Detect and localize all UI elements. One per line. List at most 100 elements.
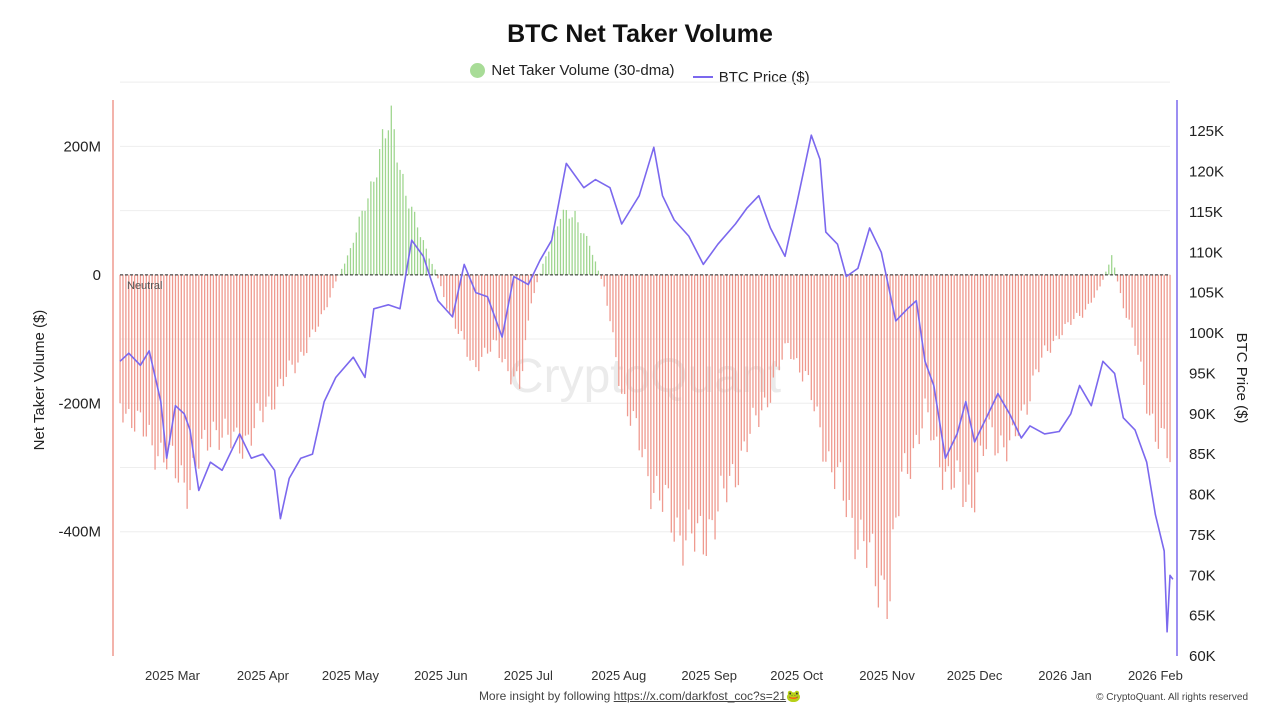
net-taker-volume-bar (798, 274, 801, 373)
net-taker-volume-bar (236, 274, 238, 428)
net-taker-volume-bar (889, 274, 891, 602)
net-taker-volume-bar (343, 263, 346, 275)
net-taker-volume-bar (326, 274, 328, 308)
net-taker-volume-bar (1131, 274, 1133, 328)
x-axis-ticks: 2025 Mar 2025 Apr 2025 May 2025 Jun 2025 Jul… (145, 668, 1183, 683)
net-taker-volume-bar (705, 274, 707, 557)
net-taker-volume-bar (621, 274, 623, 394)
net-taker-volume-bar (1043, 274, 1046, 346)
net-taker-volume-bar (615, 274, 617, 358)
net-taker-volume-bar (218, 274, 220, 450)
net-taker-volume-bar (1000, 274, 1002, 436)
net-taker-volume-bar (212, 274, 215, 422)
net-taker-volume-bar (726, 274, 728, 503)
net-taker-volume-bar (784, 274, 786, 344)
net-taker-volume-bar (384, 138, 387, 275)
net-taker-volume-bar (273, 274, 276, 410)
net-taker-volume-bar (282, 274, 285, 387)
net-taker-volume-bar (816, 274, 818, 407)
net-taker-volume-bar (1105, 271, 1107, 275)
net-taker-volume-bar (591, 254, 594, 275)
net-taker-volume-bar (553, 229, 556, 275)
left-y-tick-label: -200M (58, 395, 101, 412)
net-taker-volume-bar (842, 274, 845, 501)
net-taker-volume-bar (1137, 274, 1139, 355)
net-taker-volume-bar (769, 274, 772, 403)
net-taker-volume-bar (209, 274, 212, 448)
net-taker-volume-bar (708, 274, 710, 520)
net-taker-volume-bar (790, 274, 792, 360)
net-taker-volume-bar (886, 274, 888, 619)
net-taker-volume-bar (1143, 274, 1145, 385)
net-taker-volume-bar (676, 274, 678, 518)
net-taker-volume-bar (527, 274, 530, 321)
net-taker-volume-bar (1166, 274, 1168, 459)
net-taker-volume-bar (148, 274, 150, 425)
right-y-tick-label: 85K (1189, 446, 1216, 463)
net-taker-volume-bar (1148, 274, 1151, 416)
net-taker-volume-bar (358, 216, 360, 275)
net-taker-volume-bar (562, 209, 565, 275)
net-taker-volume-bar (203, 274, 206, 430)
net-taker-volume-bar (877, 274, 880, 608)
net-taker-volume-bar (930, 274, 932, 441)
net-taker-volume-bar (661, 274, 664, 512)
net-taker-volume-bar (559, 218, 562, 275)
net-taker-volume-bar (606, 274, 608, 306)
net-taker-volume-bar (513, 274, 515, 377)
net-taker-volume-bar (180, 274, 182, 466)
net-taker-volume-bar (1006, 274, 1008, 462)
net-taker-volume-bar (1049, 274, 1052, 353)
net-taker-volume-bar (635, 274, 637, 419)
net-taker-volume-bar (763, 274, 766, 398)
net-taker-volume-bar (475, 274, 477, 368)
left-y-axis-ticks: 200M 0 -200M -400M (58, 138, 101, 540)
net-taker-volume-bar (1055, 274, 1057, 336)
net-taker-volume-bar (364, 210, 366, 275)
net-taker-volume-bar (871, 274, 874, 534)
net-taker-volume-bar (174, 274, 177, 479)
net-taker-volume-bar (571, 217, 573, 275)
net-taker-volume-bar (772, 274, 775, 378)
net-taker-volume-bar (355, 232, 357, 275)
net-taker-volume-bar (1067, 274, 1069, 323)
net-taker-volume-bar (1073, 274, 1075, 320)
net-taker-volume-bar (848, 274, 850, 500)
legend-swatch-green-dot (470, 63, 486, 78)
net-taker-volume-bar (1008, 274, 1011, 441)
right-y-tick-label: 75K (1189, 527, 1216, 544)
legend-item-net-taker-volume[interactable]: Net Taker Volume (30-dma) (470, 62, 675, 79)
net-taker-volume-bar (863, 274, 865, 542)
net-taker-volume-bar (119, 274, 121, 404)
net-taker-volume-bar (329, 274, 331, 298)
net-taker-volume-bar (728, 274, 731, 476)
net-taker-volume-bar (192, 274, 194, 458)
net-taker-volume-bar (478, 274, 480, 372)
net-taker-volume-bar (568, 218, 570, 275)
net-taker-volume-bar (898, 274, 900, 517)
net-taker-volume-bar (189, 274, 191, 491)
net-taker-volume-bar (901, 274, 903, 472)
frog-emoji-icon: 🐸 (786, 689, 802, 703)
net-taker-volume-bar (761, 274, 763, 411)
net-taker-volume-bar (361, 210, 363, 275)
net-taker-volume-bar (521, 274, 524, 372)
net-taker-volume-bar (702, 274, 705, 555)
net-taker-volume-bar (586, 235, 588, 275)
x-tick-label: 2025 Jul (504, 668, 553, 683)
legend-item-btc-price[interactable]: BTC Price ($) (692, 69, 810, 86)
net-taker-volume-bar (1014, 274, 1017, 437)
left-y-tick-label: -400M (58, 524, 101, 541)
net-taker-volume-bar (396, 162, 398, 275)
net-taker-volume-bar (271, 274, 273, 410)
net-taker-volume-bar (247, 274, 250, 435)
x-tick-label: 2025 Apr (237, 668, 290, 683)
net-taker-volume-bar (580, 233, 582, 275)
net-taker-volume-bar (947, 274, 950, 467)
net-taker-volume-bar (201, 274, 203, 439)
right-y-tick-label: 65K (1189, 608, 1216, 625)
net-taker-volume-bar (971, 274, 973, 508)
footer-link[interactable]: https://x.com/darkfost_coc?s=21 (613, 689, 787, 703)
net-taker-volume-bar (711, 274, 713, 521)
net-taker-volume-bar (335, 274, 337, 282)
